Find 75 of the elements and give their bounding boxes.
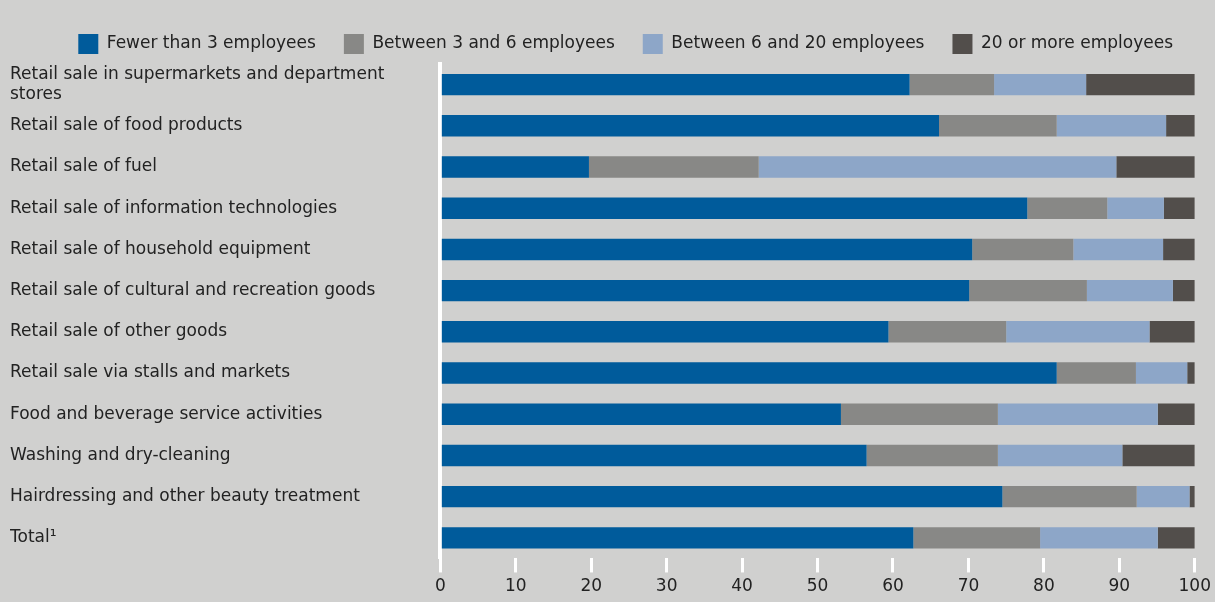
y-tick-label: Retail sale of food products [10,114,243,135]
bar [1189,485,1195,508]
x-tick-label: 60 [882,575,904,596]
bar [441,527,914,549]
legend-label: 20 or more employees [980,32,1174,53]
y-tick-label: Retail sale in supermarkets and department stores [10,63,385,103]
bar [441,197,1028,219]
bar [888,321,1007,343]
x-tick-label: 90 [1108,575,1131,596]
bar [972,238,1074,261]
y-tick-label: Retail sale of information technologies [10,196,338,217]
y-tick-label: Retail sale of cultural and recreation goods [10,279,376,300]
bar [909,73,995,96]
bar [913,527,1041,549]
y-tick-label: Washing and dry-cleaning [10,443,231,464]
bar [1122,444,1195,467]
x-tick-label: 70 [957,575,980,596]
bar [441,403,841,425]
y-tick-label: Total¹ [9,526,57,547]
bar [1163,197,1195,219]
bar [1107,197,1164,219]
bar [939,115,1057,137]
bar [441,321,889,343]
x-tick-label: 20 [580,575,603,596]
bar [1040,527,1158,549]
bar [1002,485,1137,508]
x-tick-label: 30 [655,575,678,596]
bar [1135,362,1188,384]
x-tick-label: 40 [731,575,753,596]
x-tick-label: 10 [504,575,527,596]
bar [1006,321,1150,343]
bar [997,444,1123,467]
bar [1086,73,1195,96]
y-tick-label: Food and beverage service activities [10,402,323,423]
bar [1116,156,1195,178]
bar [1166,115,1195,137]
y-tick-label: Retail sale via stalls and markets [10,361,291,382]
bar [1157,403,1195,425]
bar [1157,527,1195,549]
bar [866,444,998,467]
legend-label: Between 3 and 6 employees [372,32,615,53]
bar [441,362,1057,384]
bar [441,485,1003,508]
bar [1187,362,1195,384]
bar [1056,362,1136,384]
bar [840,403,998,425]
x-tick-label: 0 [434,575,446,596]
bar [1073,238,1164,261]
y-tick-label: Retail sale of household equipment [10,237,311,258]
bar [758,156,1117,178]
bar [1149,321,1195,343]
bar [1136,485,1190,508]
bar [1172,279,1195,302]
bar [1163,238,1195,261]
y-tick-label: Retail sale of fuel [10,155,158,176]
y-tick-label: Hairdressing and other beauty treatment [10,485,361,506]
bar [441,73,910,96]
bar [441,444,867,467]
bar [1056,115,1167,137]
bar [997,403,1158,425]
bar [441,156,589,178]
y-tick-label: Retail sale of other goods [10,320,228,341]
x-tick-label: 50 [806,575,829,596]
bar [994,73,1087,96]
bar [1086,279,1173,302]
bar [441,279,970,302]
legend-label: Between 6 and 20 employees [671,32,925,53]
bar [441,238,973,261]
bar [969,279,1087,302]
x-tick-label: 100 [1178,575,1211,596]
legend-label: Fewer than 3 employees [106,32,317,53]
x-tick-label: 80 [1033,575,1055,596]
bar [588,156,759,178]
bar [441,115,940,137]
bar [1027,197,1108,219]
